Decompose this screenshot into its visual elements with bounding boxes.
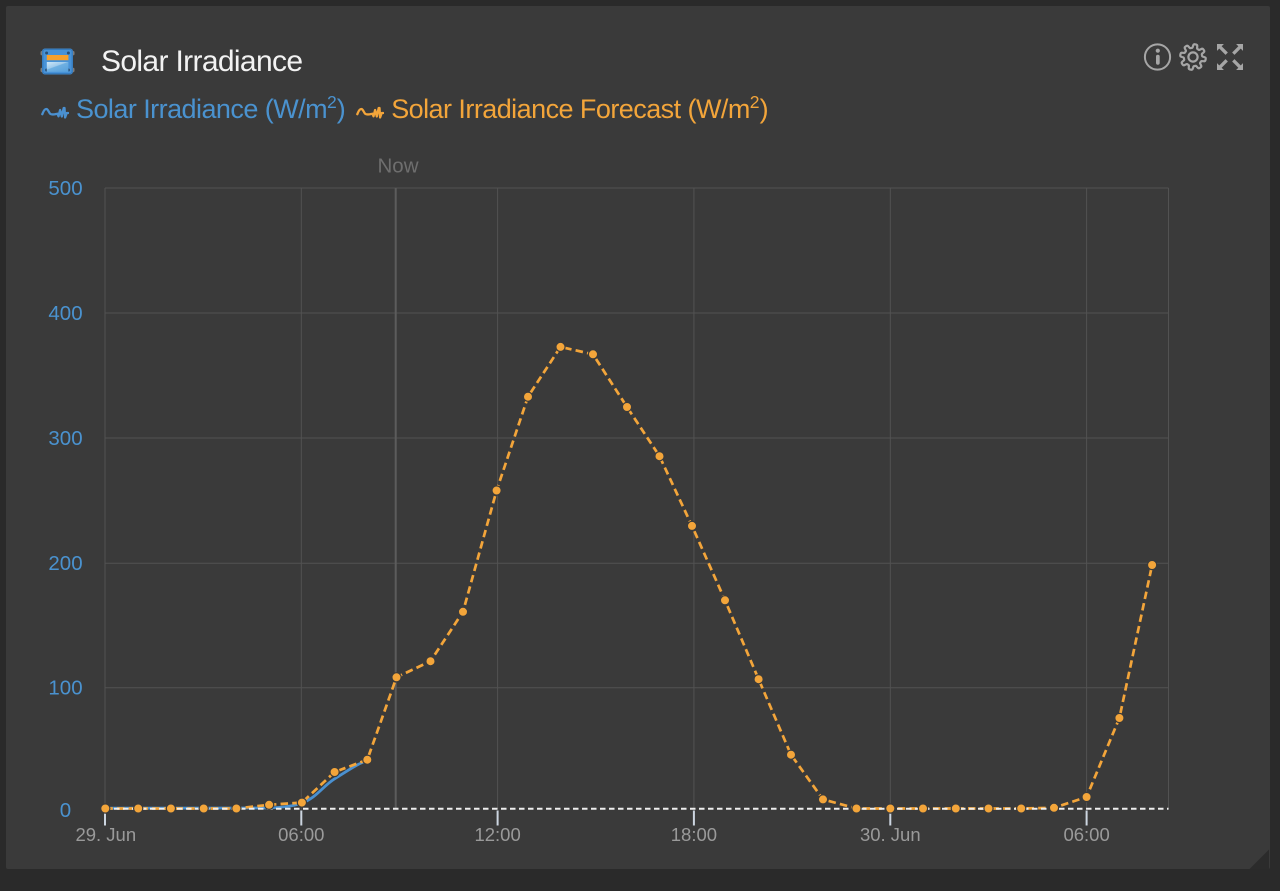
svg-text:30. Jun: 30. Jun bbox=[860, 824, 921, 845]
svg-text:Now: Now bbox=[377, 155, 418, 178]
svg-text:100: 100 bbox=[48, 677, 82, 700]
svg-text:0: 0 bbox=[60, 799, 71, 822]
svg-text:200: 200 bbox=[48, 552, 82, 575]
svg-text:12:00: 12:00 bbox=[474, 824, 520, 845]
svg-text:18:00: 18:00 bbox=[671, 824, 717, 845]
svg-text:400: 400 bbox=[48, 302, 82, 325]
svg-text:06:00: 06:00 bbox=[1063, 824, 1109, 845]
svg-text:500: 500 bbox=[48, 177, 82, 200]
svg-text:29. Jun: 29. Jun bbox=[75, 824, 136, 845]
svg-text:300: 300 bbox=[48, 427, 82, 450]
svg-text:06:00: 06:00 bbox=[278, 824, 324, 845]
